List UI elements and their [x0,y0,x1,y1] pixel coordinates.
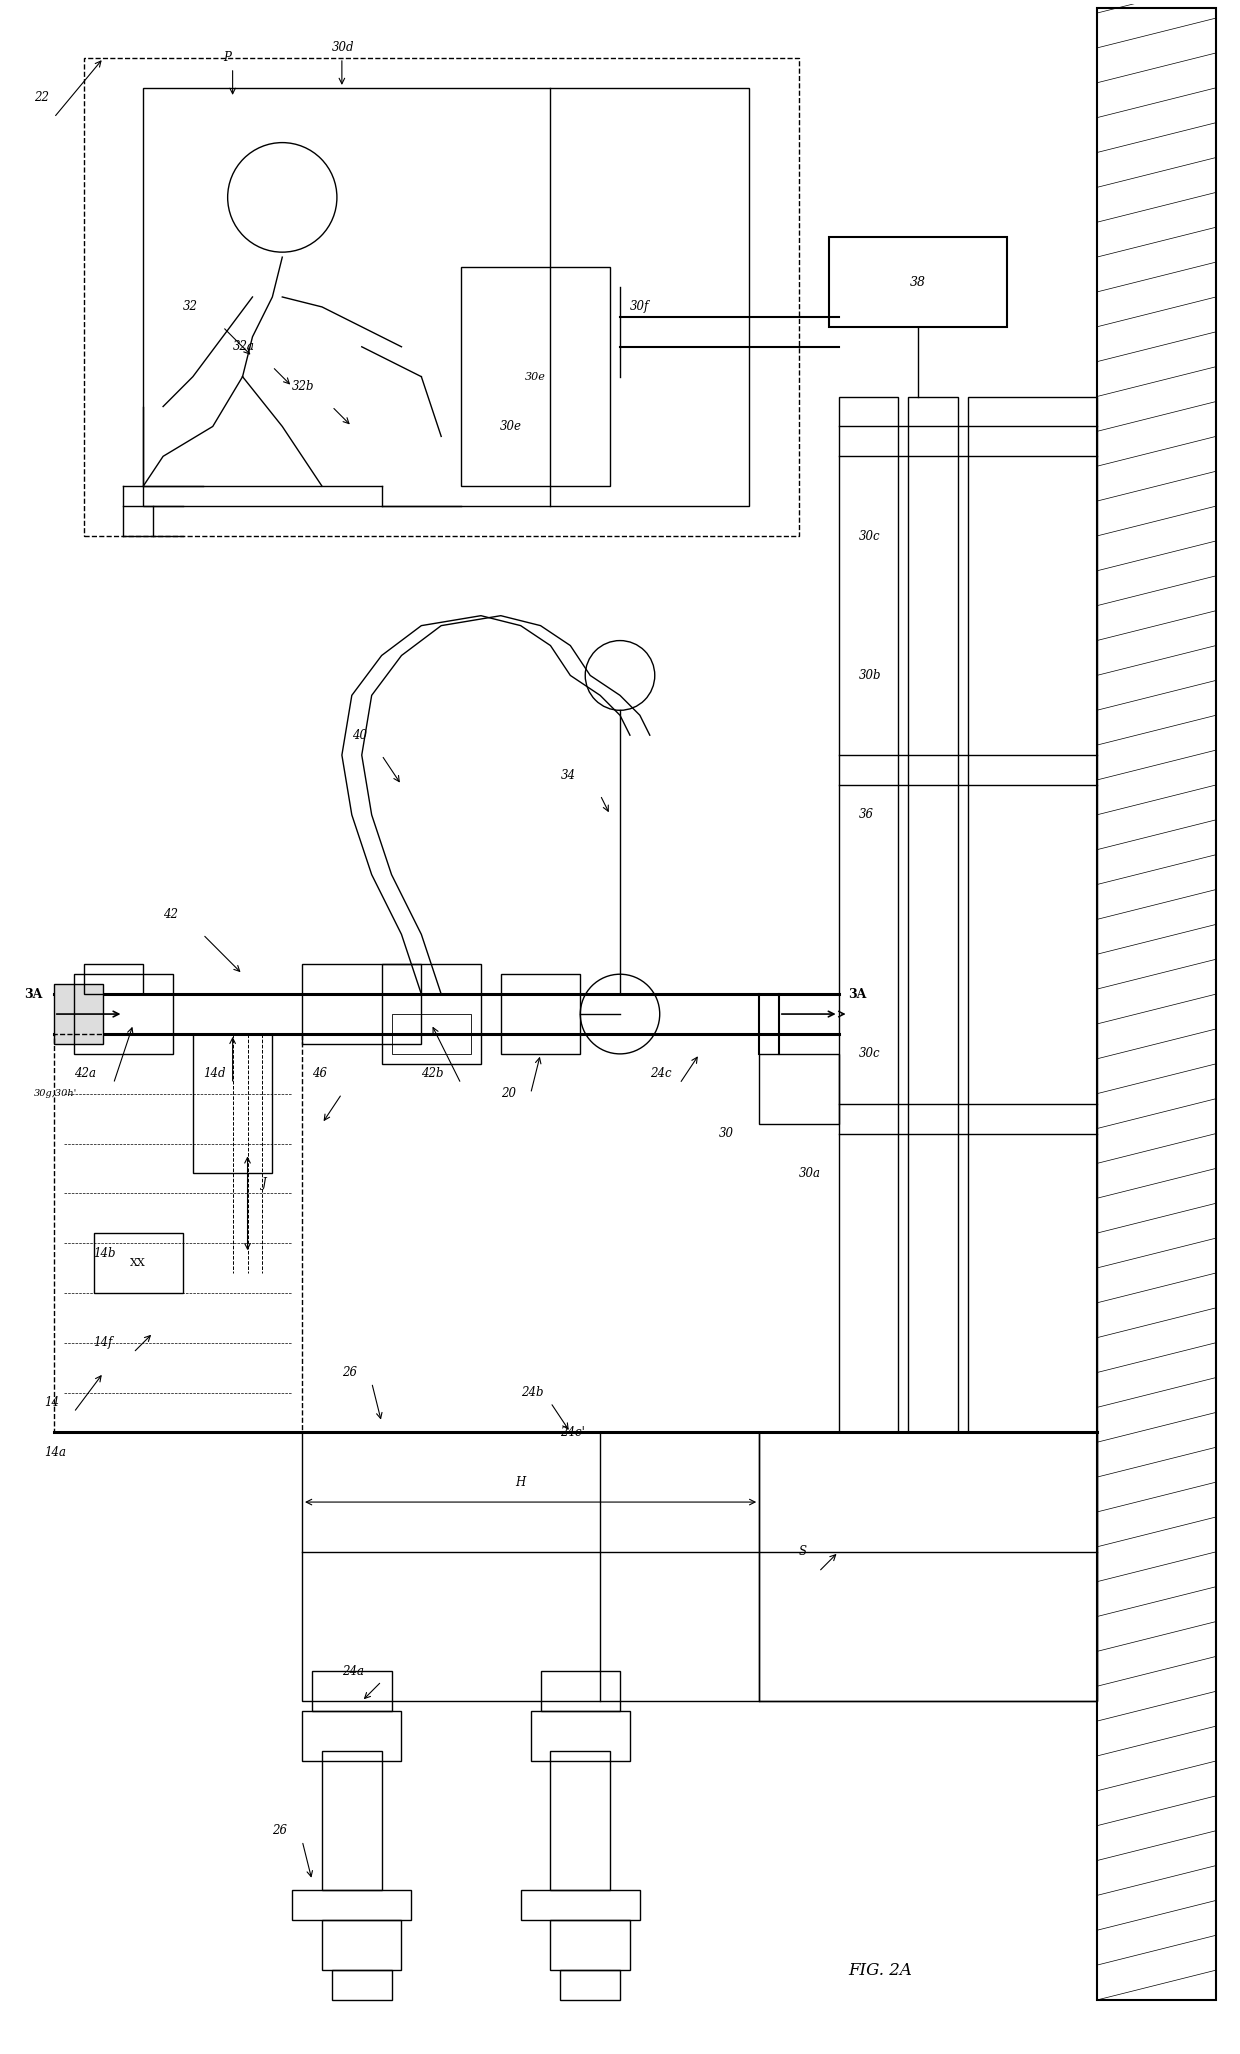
Text: 26: 26 [342,1366,357,1378]
Text: 14b: 14b [93,1247,117,1259]
Text: 42a: 42a [73,1068,95,1080]
Text: H: H [516,1475,526,1489]
Text: 24c': 24c' [560,1425,585,1440]
Bar [303,963,422,1043]
Bar [521,1890,640,1920]
Text: J: J [263,1177,267,1189]
Text: 22: 22 [33,90,48,105]
Bar [382,963,481,1064]
Text: FIG. 2A: FIG. 2A [848,1962,913,1978]
Text: 30a: 30a [799,1167,821,1179]
Bar [73,974,174,1054]
Text: 30: 30 [719,1128,734,1140]
Bar [93,1232,184,1292]
Text: 32: 32 [184,300,198,314]
Bar [303,1711,402,1760]
Bar [144,88,749,505]
Text: 42b: 42b [422,1068,444,1080]
Text: 42: 42 [164,908,179,920]
Text: 30e: 30e [525,372,546,382]
Bar [332,1970,392,2001]
Text: 20: 20 [501,1087,516,1101]
Text: P: P [223,51,231,64]
Text: 24c: 24c [650,1068,671,1080]
Text: XX: XX [130,1257,146,1267]
Text: 14: 14 [43,1397,58,1409]
Bar [392,1015,471,1054]
Bar [838,396,898,1432]
Bar [908,396,957,1432]
Bar [322,1752,382,1890]
Bar [759,1054,838,1124]
Text: 14a: 14a [43,1446,66,1458]
Text: 14f: 14f [93,1337,113,1349]
Bar [551,1920,630,1970]
Bar [83,58,799,536]
Bar [83,963,144,994]
Text: S: S [799,1545,807,1559]
Text: 46: 46 [312,1068,327,1080]
Text: 32b: 32b [293,380,315,392]
Text: 30c: 30c [858,1048,880,1060]
Text: 30b: 30b [858,670,880,682]
Text: 34: 34 [560,768,575,781]
Text: 26: 26 [273,1824,288,1836]
Bar [828,236,1007,327]
Bar [759,1432,1096,1701]
Text: 40: 40 [352,729,367,741]
Text: 3A: 3A [848,988,867,1000]
Text: 30g,30h': 30g,30h' [33,1089,77,1099]
Bar [541,1672,620,1711]
Text: 30d: 30d [332,41,355,55]
Bar [293,1890,412,1920]
Text: 24b: 24b [521,1386,543,1399]
Text: 30e: 30e [500,419,522,433]
Bar [461,267,610,487]
Bar [501,974,580,1054]
Text: 30c: 30c [858,530,880,542]
Bar [193,1033,273,1173]
Text: 24a: 24a [342,1666,363,1678]
Text: 30f: 30f [630,300,650,314]
Text: 36: 36 [858,809,873,822]
Bar [967,396,1096,1432]
Text: 3A: 3A [24,988,42,1000]
Bar [531,1711,630,1760]
Bar [1096,8,1216,2001]
Bar [53,1033,303,1432]
Bar [551,1752,610,1890]
Text: 14d: 14d [203,1068,226,1080]
Bar [53,984,103,1043]
Text: 38: 38 [910,275,926,288]
Bar [322,1920,402,1970]
Bar [560,1970,620,2001]
Bar [303,1432,1096,1701]
Bar [312,1672,392,1711]
Text: 32a: 32a [233,341,254,353]
